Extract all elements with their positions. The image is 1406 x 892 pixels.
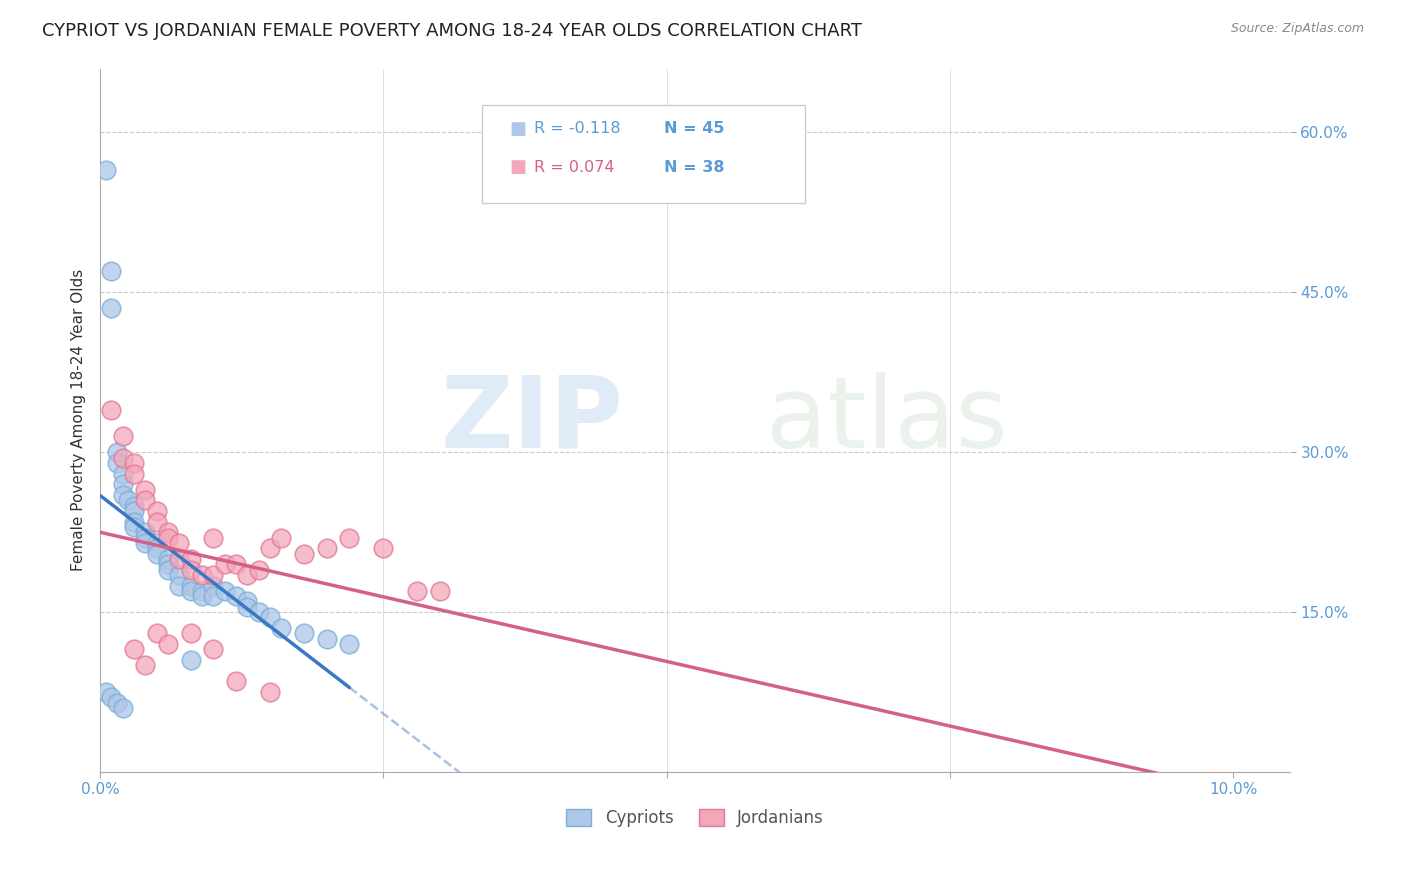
Point: [259, 541, 281, 556]
Text: ■: ■: [510, 158, 527, 176]
Point: [122, 515, 145, 529]
Point: [157, 525, 180, 540]
Point: [270, 531, 292, 545]
Point: [134, 536, 156, 550]
Point: [146, 541, 169, 556]
Point: [225, 589, 247, 603]
Text: ■: ■: [510, 120, 527, 137]
Point: [180, 626, 202, 640]
Point: [134, 525, 156, 540]
Point: [202, 531, 225, 545]
Point: [225, 674, 247, 689]
Text: atlas: atlas: [766, 372, 1008, 469]
Point: [122, 642, 145, 657]
Point: [146, 515, 169, 529]
Point: [157, 637, 180, 651]
Point: [134, 483, 156, 497]
Point: [202, 578, 225, 592]
Legend: Cypriots, Jordanians: Cypriots, Jordanians: [560, 803, 831, 834]
Point: [270, 621, 292, 635]
Point: [105, 456, 128, 470]
Point: [339, 531, 361, 545]
Point: [236, 594, 259, 608]
Point: [117, 493, 139, 508]
Text: R = 0.074: R = 0.074: [534, 160, 614, 175]
Point: [247, 605, 270, 619]
Point: [169, 552, 191, 566]
Point: [202, 589, 225, 603]
Point: [259, 610, 281, 624]
Point: [111, 450, 134, 465]
Point: [180, 578, 202, 592]
Point: [146, 536, 169, 550]
Text: ZIP: ZIP: [440, 372, 624, 469]
Point: [429, 583, 451, 598]
Point: [315, 541, 337, 556]
Point: [191, 583, 214, 598]
Point: [169, 567, 191, 582]
Text: CYPRIOT VS JORDANIAN FEMALE POVERTY AMONG 18-24 YEAR OLDS CORRELATION CHART: CYPRIOT VS JORDANIAN FEMALE POVERTY AMON…: [42, 22, 862, 40]
Point: [111, 477, 134, 491]
Text: R = -0.118: R = -0.118: [534, 121, 620, 136]
Point: [111, 701, 134, 715]
Point: [180, 562, 202, 576]
Point: [100, 690, 122, 705]
Point: [111, 429, 134, 443]
Point: [134, 493, 156, 508]
Point: [406, 583, 429, 598]
Point: [146, 504, 169, 518]
Point: [373, 541, 395, 556]
Point: [146, 626, 169, 640]
Point: [180, 653, 202, 667]
Point: [339, 637, 361, 651]
Point: [122, 456, 145, 470]
Point: [292, 547, 315, 561]
Point: [315, 632, 337, 646]
Point: [292, 626, 315, 640]
Point: [94, 685, 117, 699]
Point: [169, 578, 191, 592]
Y-axis label: Female Poverty Among 18-24 Year Olds: Female Poverty Among 18-24 Year Olds: [72, 269, 86, 572]
Point: [191, 589, 214, 603]
Text: N = 38: N = 38: [664, 160, 725, 175]
Point: [225, 557, 247, 571]
Point: [180, 583, 202, 598]
Point: [157, 552, 180, 566]
Point: [236, 599, 259, 614]
Point: [100, 264, 122, 278]
Point: [247, 562, 270, 576]
Point: [100, 402, 122, 417]
Point: [157, 562, 180, 576]
Text: Source: ZipAtlas.com: Source: ZipAtlas.com: [1230, 22, 1364, 36]
Point: [180, 552, 202, 566]
Point: [259, 685, 281, 699]
Point: [105, 696, 128, 710]
Point: [122, 499, 145, 513]
Point: [157, 557, 180, 571]
Point: [236, 567, 259, 582]
Point: [94, 162, 117, 177]
Point: [169, 536, 191, 550]
Point: [157, 531, 180, 545]
Point: [214, 583, 236, 598]
Point: [111, 488, 134, 502]
Point: [122, 504, 145, 518]
Point: [105, 445, 128, 459]
Text: N = 45: N = 45: [664, 121, 725, 136]
Point: [100, 301, 122, 316]
Point: [202, 567, 225, 582]
Point: [134, 531, 156, 545]
Point: [146, 547, 169, 561]
Point: [214, 557, 236, 571]
Point: [111, 467, 134, 481]
Point: [202, 642, 225, 657]
Point: [122, 520, 145, 534]
Point: [191, 567, 214, 582]
Point: [134, 658, 156, 673]
Point: [122, 467, 145, 481]
